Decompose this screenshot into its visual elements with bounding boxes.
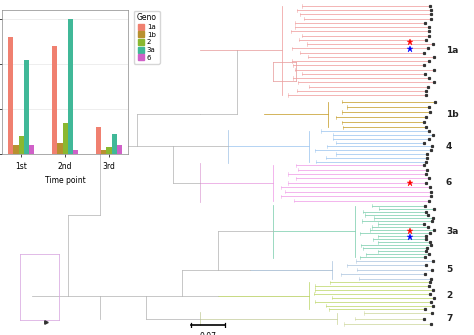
Bar (101, 150, 107, 154)
X-axis label: Time point: Time point (45, 176, 85, 185)
Bar (112, 134, 117, 154)
Text: 5: 5 (446, 265, 452, 274)
Bar (68, 19, 73, 154)
Text: 4: 4 (446, 142, 452, 151)
Text: 6: 6 (446, 178, 452, 187)
Text: 7: 7 (446, 314, 452, 323)
Bar (107, 147, 112, 154)
Bar (96, 127, 101, 154)
Text: 3a: 3a (446, 227, 458, 236)
Text: 1a: 1a (446, 46, 458, 55)
Bar (18, 136, 24, 154)
Bar (117, 145, 122, 154)
Bar (13, 145, 18, 154)
Text: 2: 2 (446, 291, 452, 300)
Text: 1b: 1b (446, 110, 458, 119)
Bar (29, 145, 35, 154)
Bar (52, 46, 57, 154)
Bar (8, 37, 13, 154)
Bar (57, 143, 63, 154)
Bar (24, 60, 29, 154)
Bar (73, 150, 78, 154)
Legend: 1a, 1b, 2, 3a, 6: 1a, 1b, 2, 3a, 6 (134, 11, 160, 64)
Text: 0.07: 0.07 (200, 332, 217, 335)
Bar (63, 123, 68, 154)
